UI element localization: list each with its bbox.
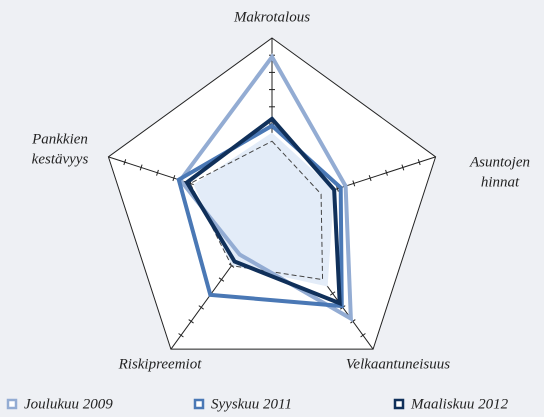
series-line — [176, 123, 344, 309]
axis-label: Makrotalous — [233, 9, 310, 25]
tick-mark — [188, 319, 194, 324]
legend-label: Joulukuu 2009 — [24, 396, 113, 412]
tick-mark — [123, 159, 127, 166]
axis-label: Riskipreemiot — [118, 356, 203, 372]
axis-label: kestävyys — [32, 151, 89, 167]
tick-mark — [329, 291, 336, 296]
tick-mark — [198, 305, 204, 310]
axis-label: hinnat — [481, 174, 520, 190]
tick-mark — [368, 175, 372, 182]
legend-marker — [393, 398, 405, 410]
tick-mark — [139, 164, 143, 171]
tick-mark — [178, 333, 184, 338]
axis-label: Asuntojen — [469, 154, 530, 170]
tick-mark — [360, 333, 366, 338]
axis-label: Pankkien — [31, 131, 88, 147]
legend-label: Syyskuu 2011 — [211, 396, 292, 412]
legend-label: Maaliskuu 2012 — [410, 396, 509, 412]
legend-marker — [6, 398, 18, 410]
axis-label: Velkaantuneisuus — [346, 356, 450, 372]
tick-mark — [218, 277, 225, 282]
tick-mark — [352, 180, 356, 187]
reference-line — [189, 140, 324, 281]
series-line — [184, 116, 342, 307]
tick-mark — [156, 169, 159, 176]
tick-mark — [417, 159, 421, 166]
tick-mark — [172, 175, 176, 182]
tick-mark — [401, 164, 405, 171]
legend-marker — [193, 398, 205, 410]
tick-mark — [385, 169, 388, 176]
